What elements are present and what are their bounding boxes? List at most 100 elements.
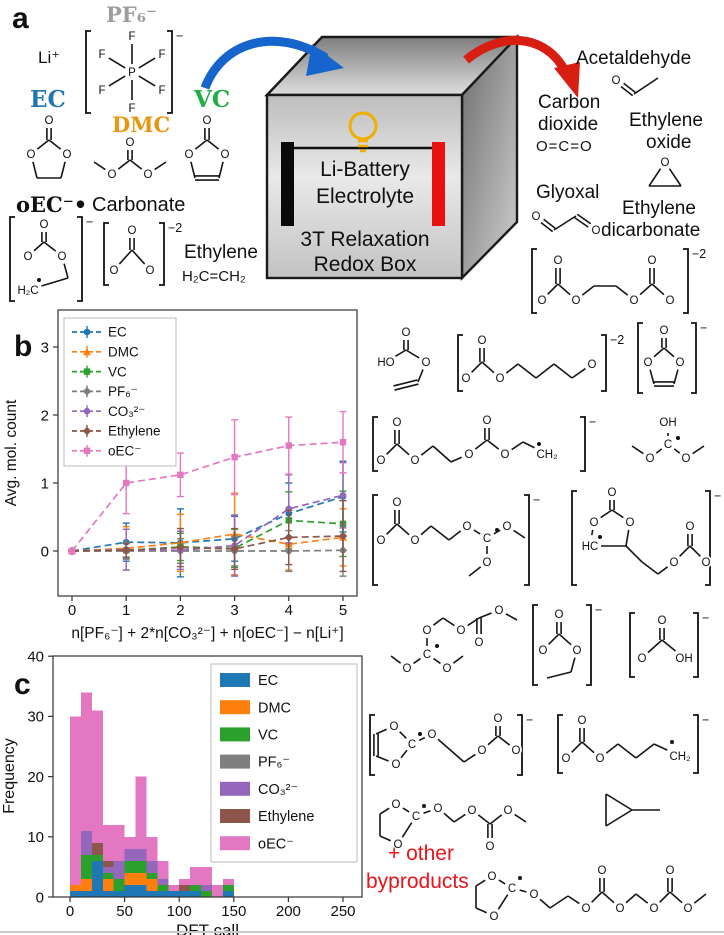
bracket-right (167, 30, 173, 114)
radical-dot (435, 644, 439, 648)
atom-label: C (508, 883, 516, 895)
box-line4: Redox Box (313, 253, 417, 276)
bracket-right (586, 604, 592, 686)
bracket-right (159, 222, 165, 286)
bracket-right (580, 416, 586, 472)
atom-label: O (488, 871, 497, 883)
charge-label: −2 (168, 221, 182, 235)
y-tick-label: 40 (27, 650, 44, 665)
atom-label: HC (582, 541, 599, 553)
atom-label: O (403, 663, 412, 675)
bracket-right (705, 490, 711, 586)
atom-label: O (457, 625, 466, 637)
atom-label: O (203, 115, 212, 127)
hist-series-VC (80, 854, 234, 897)
charge-label: − (176, 29, 183, 43)
legend-swatch (220, 673, 250, 687)
histogram-bars (70, 692, 234, 897)
legend-swatch (220, 809, 250, 823)
radical-dot (37, 278, 41, 282)
radical-dot (518, 876, 522, 880)
radical-dot (537, 442, 541, 446)
panel-c-label: c (14, 668, 31, 701)
atom-label: O (63, 149, 72, 161)
atom-label: O (501, 449, 510, 461)
atom-label: C (408, 739, 416, 751)
atom-label: HO (377, 357, 394, 369)
co2-label-1: Carbon (538, 92, 601, 113)
atom-label: CH₂ (536, 449, 557, 461)
bracket-left (557, 714, 563, 774)
eo-label-2: oxide (646, 132, 692, 153)
red-electrode (432, 142, 445, 226)
atom-label: O (538, 295, 547, 307)
molecule-ec: O O O (25, 113, 74, 179)
atom-label: O (126, 137, 135, 149)
atom-label: O (582, 903, 591, 915)
molecule-m1: HO O O (375, 325, 433, 391)
panel-c-legend: EC DMC VC PF₆⁻ CO₃²⁻ Ethylene oEC⁻ (210, 663, 358, 863)
circuit-wire (281, 142, 445, 226)
bracket-right (524, 494, 530, 586)
atom-label: O (146, 265, 155, 277)
atom-label: O (58, 251, 67, 263)
atom-label: O (646, 453, 655, 465)
atom-label: O (539, 645, 548, 657)
molecule-acet: O (610, 73, 659, 97)
atom-label: P (128, 67, 136, 79)
molecule-m4: − O O O O O O CH₂ (372, 413, 596, 472)
x-tick-label: 50 (116, 903, 133, 920)
molecule-gly: OO (530, 209, 603, 239)
atom-label: O (588, 359, 597, 371)
x-tick-label: 1 (122, 602, 130, 619)
y-tick-label: 10 (27, 829, 44, 846)
bracket-left (9, 216, 15, 302)
molecule-m2: −2 O O O O (457, 333, 624, 392)
atom-label: OH (659, 417, 676, 429)
charge-label: − (589, 415, 596, 429)
oec-label: oEC⁻• (16, 192, 88, 217)
panel-a-label: a (12, 2, 29, 35)
series-EC (68, 460, 347, 578)
hist-series-Ethylene (91, 842, 191, 891)
atom-label: F (128, 31, 135, 43)
legend-swatch (220, 836, 250, 851)
atom-label: O (626, 517, 635, 529)
bracket-right (601, 334, 607, 392)
byproducts-note-1: + other (388, 842, 454, 865)
redox-box-cube (264, 33, 520, 281)
atom-label: O (494, 713, 503, 725)
pf6-label: PF₆⁻ (106, 2, 157, 27)
charge-label: − (86, 215, 93, 229)
molecule-eo: O (648, 155, 682, 187)
atom-label: O (144, 169, 153, 181)
atom-label: F (98, 49, 105, 61)
legend-label: DMC (258, 700, 291, 716)
bracket-left (637, 322, 643, 394)
charge-label: −2 (692, 247, 706, 261)
legend-label: CO₃²⁻ (108, 404, 145, 419)
axes-frame (57, 309, 358, 597)
hist-series-oEC⁻ (70, 692, 234, 897)
legend-swatch (220, 781, 250, 796)
charge-label: − (702, 611, 709, 625)
byproducts-note-2: byproducts (366, 870, 469, 893)
radical-dot (676, 436, 680, 440)
atom-label: H₂C (17, 285, 38, 297)
x-tick-label: 250 (330, 903, 355, 920)
atom-label: F (158, 49, 165, 61)
atom-label: O (465, 449, 474, 461)
molecule-m10: − O O OH (629, 611, 709, 678)
legend-label: EC (258, 673, 278, 689)
atom-label: O (185, 149, 194, 161)
molecule-oec: − O O O H₂C (9, 215, 93, 302)
atom-label: O (650, 903, 659, 915)
atom-label: O (684, 903, 693, 915)
bracket-right (517, 714, 523, 776)
molecule-edc: −2 O O O O O O (531, 247, 706, 314)
atom-label: O (377, 535, 386, 547)
charge-label: −2 (610, 333, 624, 347)
atom-label: O (638, 653, 647, 665)
legend-label: EC (108, 325, 127, 340)
